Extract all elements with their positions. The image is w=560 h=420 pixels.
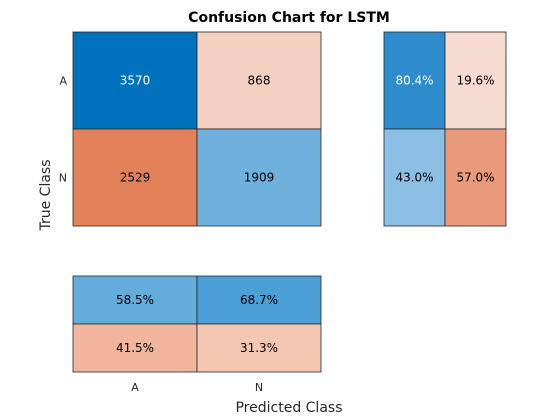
row-summary: 80.4% 19.6% 43.0% 57.0% (383, 31, 507, 227)
axis-ticks: A A N N (59, 75, 263, 395)
matrix-label-0-0: 3570 (120, 74, 151, 88)
matrix-label-0-1: 868 (248, 74, 271, 88)
column-summary-label-1-1: 31.3% (240, 341, 278, 355)
column-summary-label-0-1: 68.7% (240, 293, 278, 307)
column-summary-cell-0-1 (196, 275, 322, 325)
row-summary-label-0-1: 19.6% (456, 74, 494, 88)
row-summary-cell-0-0 (383, 31, 446, 130)
matrix-cell-0-1 (196, 31, 322, 130)
row-summary-cell-1-0 (383, 128, 446, 227)
x-axis-label: Predicted Class (235, 400, 342, 416)
row-summary-cell-0-1 (444, 31, 507, 130)
column-summary: 58.5% 68.7% 41.5% 31.3% (72, 275, 322, 373)
column-summary-label-1-0: 41.5% (116, 341, 154, 355)
matrix-cell-1-0 (72, 128, 198, 227)
y-axis-label: True Class (38, 159, 54, 231)
row-summary-label-1-0: 43.0% (395, 171, 433, 185)
chart-title: Confusion Chart for LSTM (188, 10, 390, 26)
x-tick-label: N (255, 381, 263, 394)
matrix-cell-0-0 (72, 31, 198, 130)
matrix-cell-1-1 (196, 128, 322, 227)
confusion-matrix: 3570 868 2529 1909 (72, 31, 322, 227)
x-tick-label: A (131, 381, 139, 394)
row-summary-label-1-1: 57.0% (456, 171, 494, 185)
y-tick-label: N (59, 172, 67, 185)
matrix-label-1-1: 1909 (244, 171, 275, 185)
column-summary-label-0-0: 58.5% (116, 293, 154, 307)
y-tick-label: A (59, 75, 67, 88)
column-summary-cell-1-1 (196, 323, 322, 373)
matrix-label-1-0: 2529 (120, 171, 151, 185)
row-summary-cell-1-1 (444, 128, 507, 227)
row-summary-label-0-0: 80.4% (395, 74, 433, 88)
